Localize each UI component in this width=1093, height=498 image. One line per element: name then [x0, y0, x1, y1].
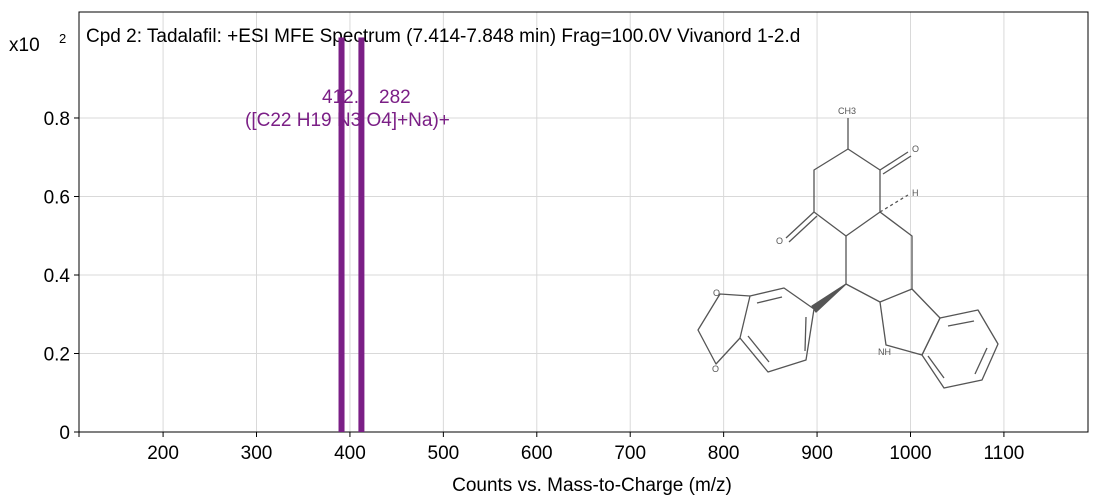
x-tick-label: 1100 — [983, 443, 1024, 464]
carbonyl-o-left-label: O — [776, 236, 783, 246]
y-tick-label: 0 — [59, 423, 70, 444]
aromatic-inner-3 — [927, 355, 945, 379]
y-tick-label: 0.2 — [44, 344, 70, 365]
y-tick-label: 0.6 — [44, 187, 70, 208]
peak-label-mz-part2: 282 — [379, 87, 411, 108]
y-multiplier: x10 — [9, 35, 40, 56]
carbonyl-bond-top-double — [882, 155, 912, 175]
dioxole-ring — [697, 293, 751, 365]
carbonyl-o-top-label: O — [912, 144, 919, 154]
y-tick-label: 0.8 — [44, 109, 70, 130]
x-tick-label: 700 — [614, 443, 646, 464]
carbonyl-bond-left — [785, 211, 815, 239]
x-axis: 200 300 400 500 600 700 800 900 1000 1100 — [78, 432, 1024, 464]
spectrum-peak — [338, 37, 345, 433]
carbonyl-bond-top — [879, 151, 909, 171]
y-tick-label: 0.4 — [44, 266, 71, 287]
structure-atom-labels: CH3 O O H NH O O — [712, 106, 919, 374]
aromatic-inner-6 — [804, 316, 807, 352]
indole-benzene-ring — [921, 309, 999, 389]
x-tick-label: 500 — [428, 443, 460, 464]
peak-label-formula: ([C22 H19 N3 O4]+Na)+ — [245, 110, 450, 131]
stereo-h-label: H — [912, 188, 919, 198]
peak-label-mz-part1: 412. — [322, 87, 359, 108]
y-multiplier-exponent: 2 — [59, 31, 66, 46]
x-tick-label: 1000 — [889, 443, 931, 464]
spectrum-peak — [358, 37, 365, 433]
carbonyl-bond-left-double — [788, 215, 818, 243]
tetrahydro-ring — [845, 211, 913, 303]
x-tick-label: 300 — [241, 443, 273, 464]
aromatic-inner-2 — [974, 347, 988, 375]
y-axis: 0 0.2 0.4 0.6 0.8 — [44, 109, 79, 444]
dioxole-o-bottom-label: O — [712, 364, 719, 374]
chart-title: Cpd 2: Tadalafil: +ESI MFE Spectrum (7.4… — [86, 26, 800, 47]
indole-nh-label: NH — [878, 347, 891, 357]
dioxole-o-top-label: O — [713, 288, 720, 298]
x-tick-label: 600 — [521, 443, 553, 464]
x-tick-label: 800 — [708, 443, 740, 464]
peak-series — [338, 37, 365, 433]
aromatic-inner-5 — [747, 335, 770, 363]
x-tick-label: 400 — [334, 443, 366, 464]
aromatic-inner-4 — [756, 296, 783, 304]
plot-frame — [78, 11, 1089, 433]
aromatic-inner-1 — [947, 320, 975, 327]
x-axis-label: Counts vs. Mass-to-Charge (m/z) — [452, 475, 732, 496]
tadalafil-structure-diagram — [697, 118, 999, 389]
methyl-label: CH3 — [838, 106, 856, 116]
x-tick-label: 200 — [147, 443, 179, 464]
x-tick-label: 900 — [801, 443, 833, 464]
